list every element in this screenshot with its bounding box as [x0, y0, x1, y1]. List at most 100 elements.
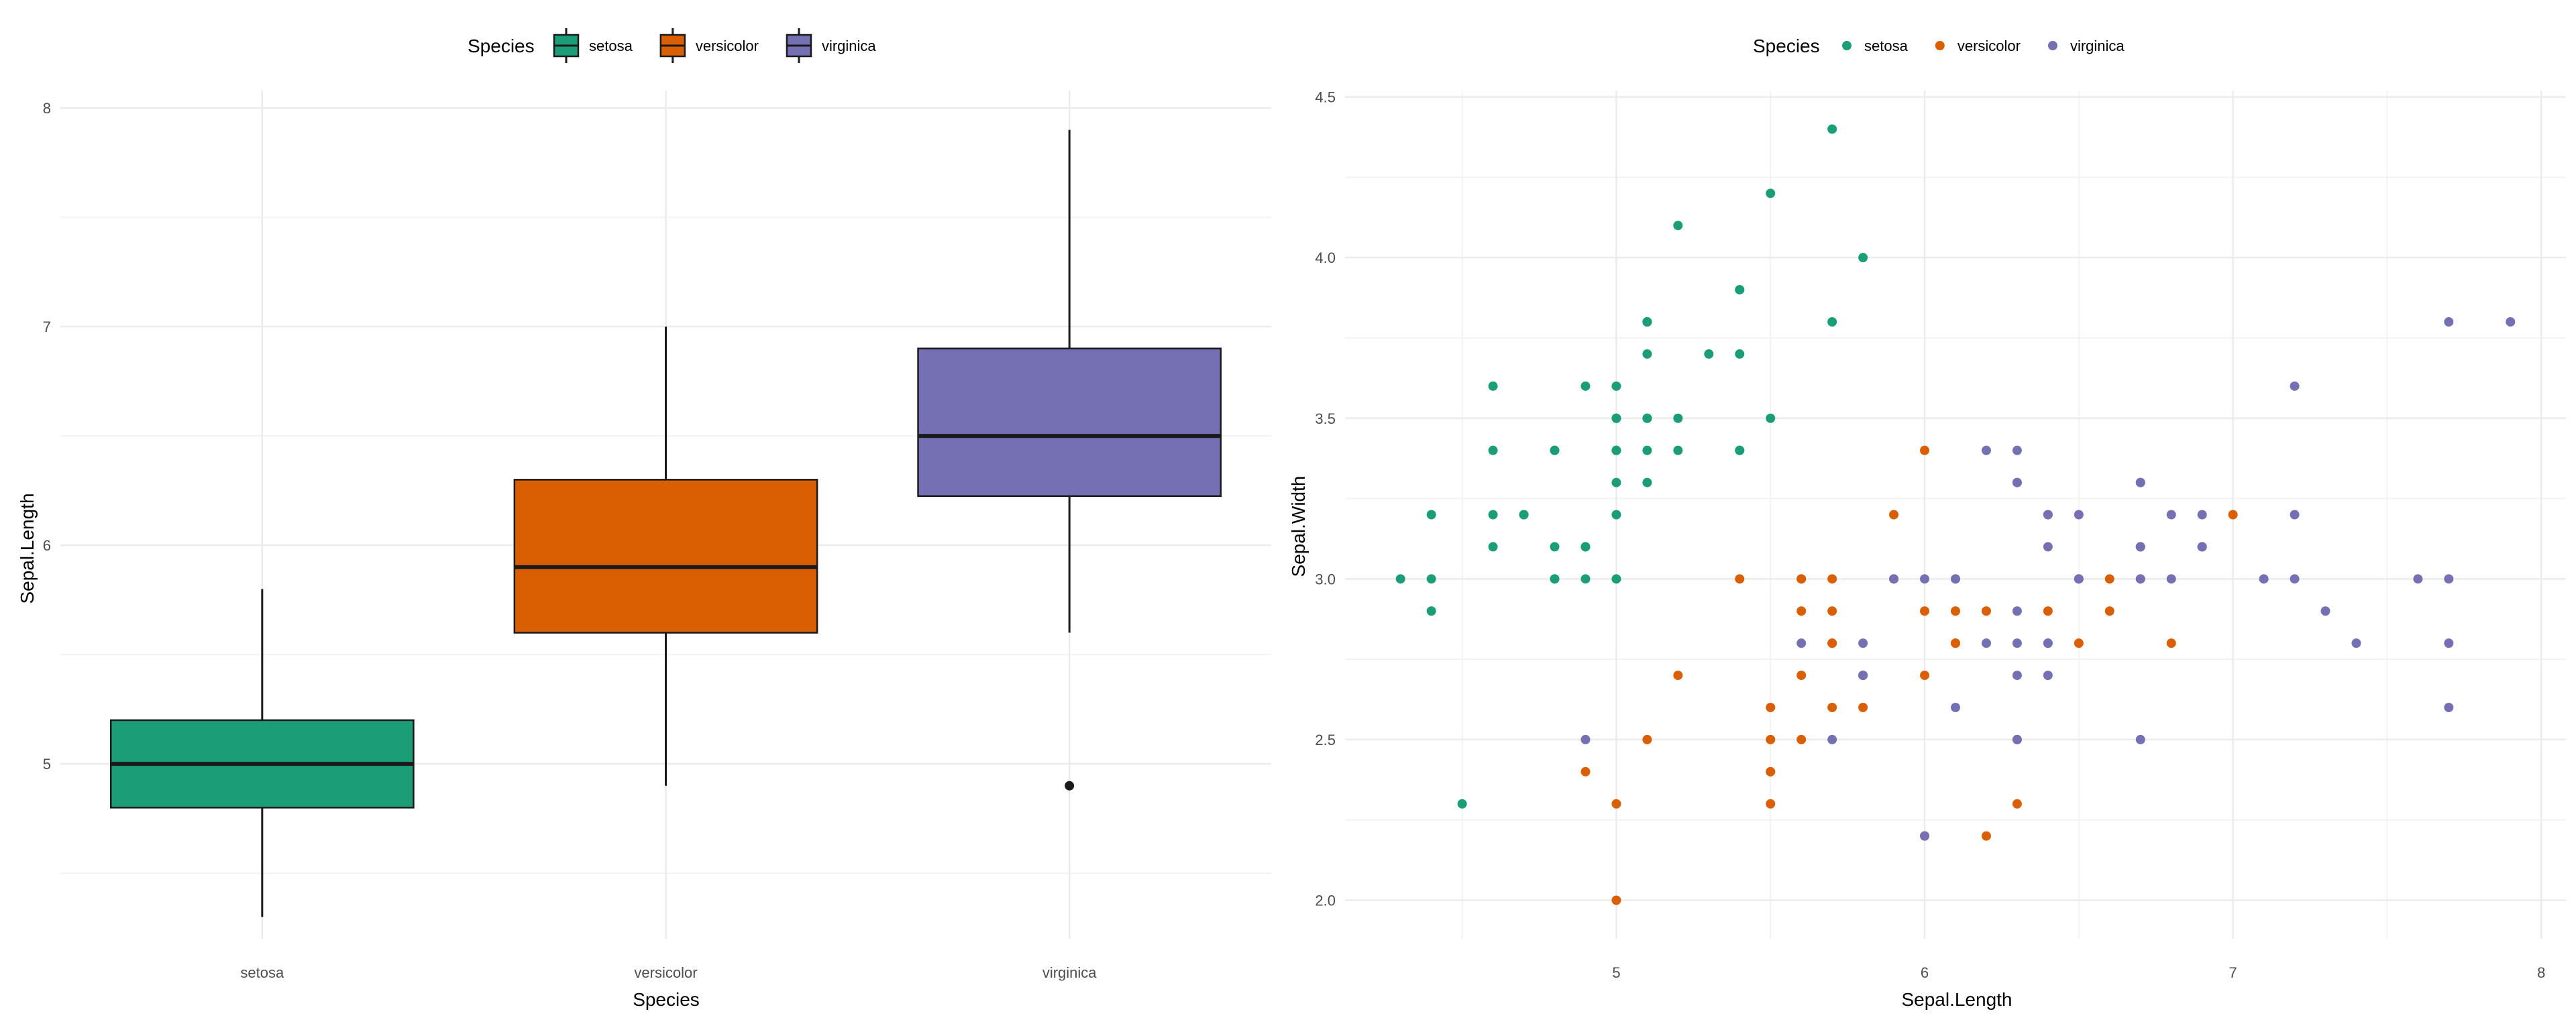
scatter-point-versicolor — [1951, 606, 1960, 616]
scatter-point-virginica — [2135, 542, 2145, 552]
scatter-point-virginica — [1858, 638, 1868, 648]
scatter-y-tick-label: 3.0 — [1315, 571, 1336, 587]
scatter-point-setosa — [1735, 445, 1745, 455]
scatter-point-virginica — [2074, 510, 2084, 520]
scatter-point-virginica — [2444, 317, 2454, 327]
scatter-point-virginica — [2290, 510, 2300, 520]
scatter-y-axis-label: Sepal.Width — [1288, 476, 1309, 577]
scatter-point-versicolor — [1796, 734, 1807, 744]
scatter-x-axis-label: Sepal.Length — [1901, 989, 2012, 1010]
scatter-legend-key — [1935, 41, 1945, 50]
scatter-point-versicolor — [2104, 606, 2114, 616]
scatter-point-versicolor — [1827, 638, 1837, 648]
scatter-point-virginica — [1951, 574, 1960, 584]
scatter-point-versicolor — [1951, 638, 1960, 648]
scatter-grid — [1345, 91, 2566, 939]
scatter-legend-label: setosa — [1864, 38, 1909, 54]
boxplot-x-tick-label: virginica — [1042, 964, 1097, 981]
scatter-point-versicolor — [1611, 895, 1621, 905]
scatter-point-virginica — [2290, 381, 2300, 391]
scatter-point-setosa — [1488, 542, 1498, 552]
scatter-point-virginica — [2043, 638, 2053, 648]
scatter-legend-title: Species — [1753, 36, 1820, 56]
scatter-point-virginica — [2012, 638, 2022, 648]
boxplot-panel: 5 6 7 8 setosa versicolor virginica Species set… — [17, 28, 1271, 1010]
scatter-point-setosa — [1766, 413, 1776, 423]
boxplot-y-tick-label: 5 — [43, 756, 51, 772]
scatter-point-setosa — [1611, 574, 1621, 584]
scatter-y-tick-label: 2.0 — [1315, 893, 1336, 909]
boxplot-legend: Species setosa versicolor virginica — [468, 28, 876, 63]
scatter-point-virginica — [1858, 671, 1868, 681]
scatter-point-virginica — [1580, 734, 1591, 744]
scatter-point-setosa — [1642, 413, 1652, 423]
scatter-point-virginica — [2444, 703, 2454, 712]
boxplot-x-axis-label: Species — [633, 989, 700, 1010]
scatter-point-setosa — [1673, 413, 1683, 423]
scatter-point-virginica — [2012, 606, 2022, 616]
scatter-ticks: 5 6 7 8 2.0 2.5 3.0 3.5 4.0 4.5 — [1315, 89, 2545, 981]
scatter-point-setosa — [1611, 381, 1621, 391]
scatter-point-setosa — [1766, 188, 1776, 198]
scatter-point-setosa — [1642, 317, 1652, 327]
scatter-y-tick-label: 4.0 — [1315, 249, 1336, 266]
scatter-point-setosa — [1735, 285, 1745, 295]
scatter-x-tick-label: 8 — [2537, 964, 2545, 981]
scatter-point-versicolor — [2012, 799, 2022, 809]
scatter-point-virginica — [2043, 510, 2053, 520]
scatter-point-versicolor — [1673, 671, 1683, 681]
scatter-point-versicolor — [1766, 766, 1776, 777]
scatter-point-versicolor — [2043, 606, 2053, 616]
boxplot-legend-label: setosa — [589, 38, 633, 54]
scatter-point-setosa — [1611, 445, 1621, 455]
scatter-point-virginica — [1796, 638, 1807, 648]
boxplot-y-tick-label: 8 — [43, 100, 51, 117]
boxplot-x-tick-label: setosa — [240, 964, 284, 981]
scatter-point-setosa — [1580, 574, 1591, 584]
boxplot-box — [513, 479, 818, 634]
scatter-point-setosa — [1550, 542, 1560, 552]
boxplot-legend-title: Species — [468, 36, 535, 56]
scatter-point-versicolor — [1766, 799, 1776, 809]
scatter-point-virginica — [1920, 831, 1930, 841]
scatter-point-setosa — [1735, 349, 1745, 359]
scatter-panel: 5 6 7 8 2.0 2.5 3.0 3.5 4.0 4.5 Species setosa vers… — [1288, 36, 2566, 1010]
scatter-point-setosa — [1580, 542, 1591, 552]
scatter-point-virginica — [2012, 445, 2022, 455]
scatter-point-setosa — [1457, 799, 1467, 809]
scatter-point-setosa — [1519, 510, 1529, 520]
scatter-point-versicolor — [1827, 606, 1837, 616]
scatter-point-versicolor — [1920, 606, 1930, 616]
scatter-point-versicolor — [1766, 703, 1776, 712]
scatter-y-tick-label: 4.5 — [1315, 89, 1336, 106]
boxplot-x-tick-label: versicolor — [634, 964, 697, 981]
boxplot-legend-label: virginica — [822, 38, 876, 54]
scatter-marks — [1395, 124, 2516, 905]
scatter-point-versicolor — [1827, 574, 1837, 584]
scatter-point-setosa — [1426, 606, 1436, 616]
scatter-point-virginica — [1889, 574, 1899, 584]
scatter-point-virginica — [2506, 317, 2516, 327]
scatter-point-versicolor — [1796, 606, 1807, 616]
scatter-point-setosa — [1611, 510, 1621, 520]
scatter-point-versicolor — [1611, 799, 1621, 809]
scatter-point-setosa — [1642, 349, 1652, 359]
boxplot-y-axis-label: Sepal.Length — [17, 493, 38, 604]
scatter-point-versicolor — [2166, 638, 2176, 648]
scatter-point-versicolor — [2074, 638, 2084, 648]
scatter-point-versicolor — [1580, 766, 1591, 777]
scatter-point-versicolor — [2228, 510, 2238, 520]
scatter-point-versicolor — [1766, 734, 1776, 744]
scatter-legend-label: versicolor — [1957, 38, 2021, 54]
scatter-x-tick-label: 5 — [1612, 964, 1620, 981]
scatter-point-versicolor — [1735, 574, 1745, 584]
scatter-point-setosa — [1580, 381, 1591, 391]
scatter-point-setosa — [1550, 574, 1560, 584]
scatter-point-virginica — [2012, 671, 2022, 681]
scatter-point-virginica — [2259, 574, 2269, 584]
scatter-point-setosa — [1642, 445, 1652, 455]
scatter-point-versicolor — [1981, 831, 1991, 841]
scatter-point-virginica — [1951, 703, 1960, 712]
scatter-y-tick-label: 3.5 — [1315, 410, 1336, 427]
boxplot-y-tick-label: 7 — [43, 319, 51, 335]
